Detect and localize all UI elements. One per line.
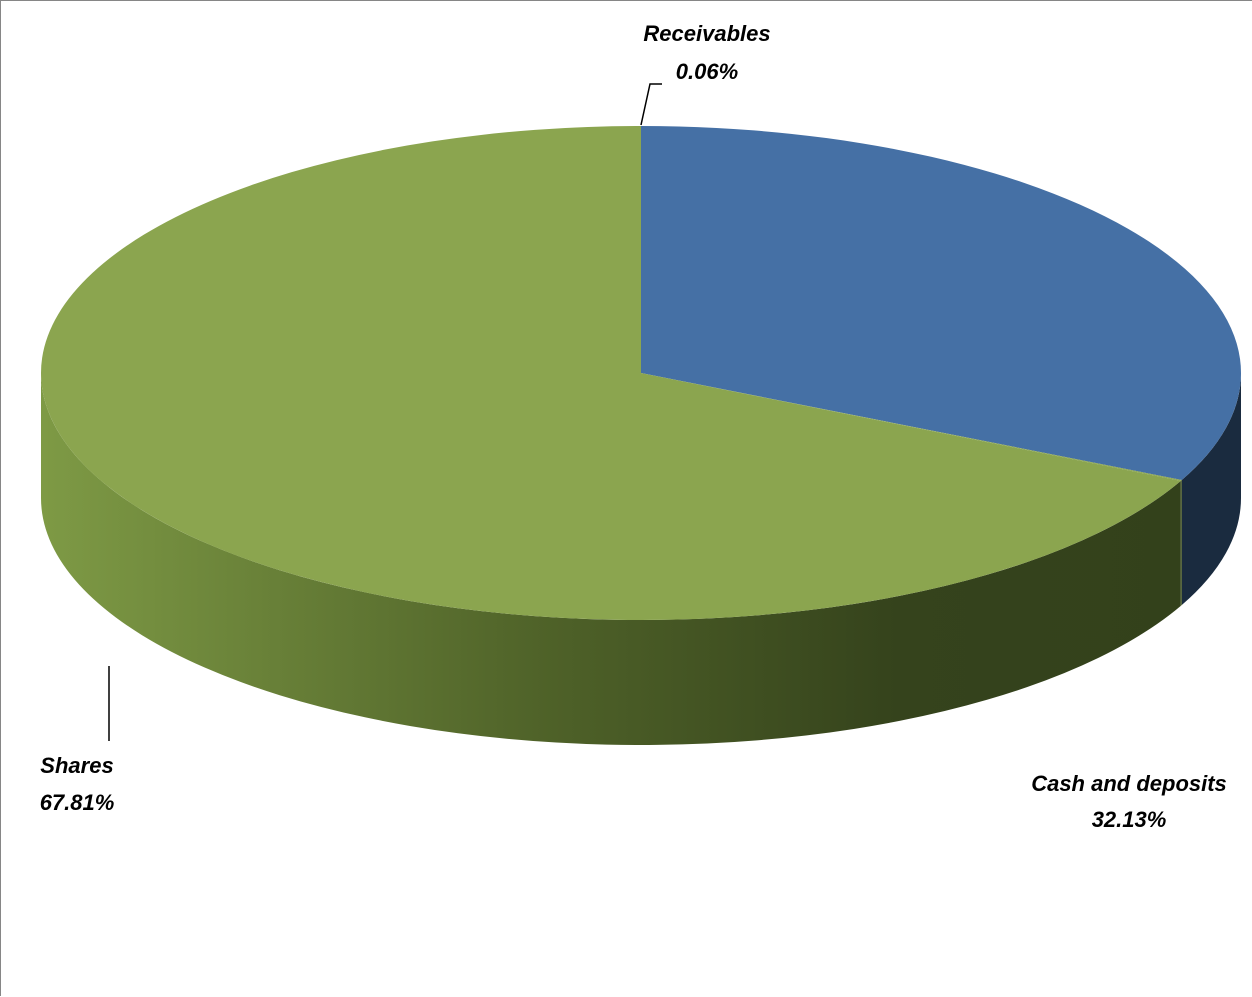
value-label-receivables: 0.06% bbox=[676, 59, 738, 84]
slice-side-receivables bbox=[1180, 479, 1182, 606]
value-label-shares: 67.81% bbox=[40, 790, 115, 815]
value-label-cash-and-deposits: 32.13% bbox=[1092, 807, 1167, 832]
slice-side-cash-and-deposits bbox=[1181, 373, 1241, 605]
label-shares: Shares bbox=[40, 753, 113, 778]
leader-line-receivables bbox=[640, 83, 662, 126]
slice-receivables bbox=[641, 373, 1182, 481]
slice-cash-and-deposits bbox=[641, 126, 1241, 480]
slice-shares bbox=[41, 126, 1181, 621]
label-cash-and-deposits: Cash and deposits bbox=[1031, 771, 1227, 796]
label-receivables: Receivables bbox=[643, 21, 770, 46]
slice-side-shares bbox=[41, 373, 1181, 746]
